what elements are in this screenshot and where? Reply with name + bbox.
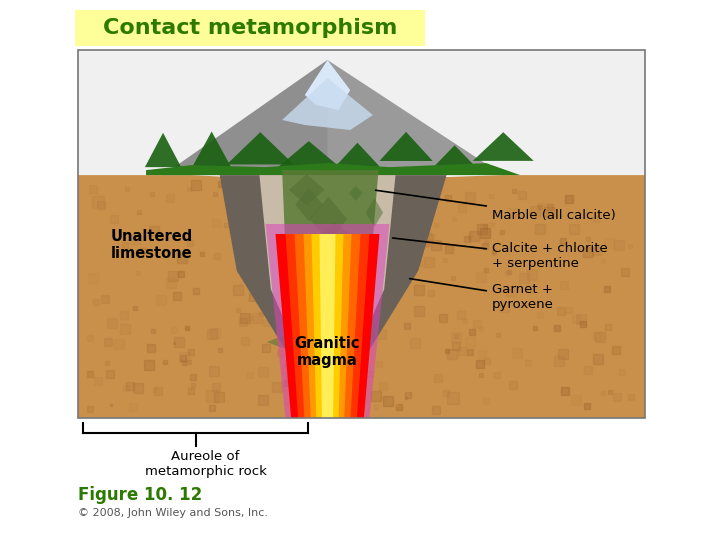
Polygon shape — [320, 221, 348, 247]
Polygon shape — [473, 132, 534, 161]
Polygon shape — [163, 60, 328, 175]
Polygon shape — [301, 284, 323, 319]
Polygon shape — [78, 50, 645, 175]
Bar — [78, 50, 645, 418]
Text: Garnet +
pyroxene: Garnet + pyroxene — [410, 279, 554, 310]
Polygon shape — [276, 234, 379, 418]
Polygon shape — [346, 314, 366, 339]
Polygon shape — [163, 60, 503, 175]
Polygon shape — [227, 132, 294, 165]
Polygon shape — [296, 301, 324, 322]
Polygon shape — [267, 335, 300, 348]
Polygon shape — [379, 132, 433, 161]
Text: Aureole of
metamorphic rock: Aureole of metamorphic rock — [145, 450, 266, 478]
Text: Granitic
magma: Granitic magma — [294, 335, 360, 368]
Polygon shape — [313, 335, 328, 374]
Polygon shape — [320, 262, 351, 279]
Text: Unaltered
limestone: Unaltered limestone — [111, 229, 193, 261]
Polygon shape — [312, 234, 343, 418]
Polygon shape — [310, 197, 347, 242]
Text: Marble (all calcite): Marble (all calcite) — [376, 190, 616, 222]
Polygon shape — [220, 175, 446, 418]
Text: Contact metamorphism: Contact metamorphism — [103, 18, 397, 38]
Polygon shape — [282, 78, 373, 130]
Polygon shape — [145, 133, 181, 167]
Polygon shape — [305, 60, 350, 110]
Polygon shape — [289, 174, 325, 205]
Polygon shape — [266, 224, 390, 418]
Polygon shape — [333, 249, 372, 278]
Polygon shape — [277, 141, 341, 167]
Polygon shape — [320, 234, 336, 418]
Polygon shape — [259, 175, 395, 418]
Text: Figure 10. 12: Figure 10. 12 — [78, 486, 202, 504]
Polygon shape — [329, 231, 366, 267]
Polygon shape — [366, 198, 383, 227]
Polygon shape — [312, 249, 333, 271]
Polygon shape — [78, 175, 645, 418]
Polygon shape — [289, 299, 305, 326]
FancyBboxPatch shape — [75, 10, 425, 46]
Polygon shape — [431, 145, 478, 170]
Polygon shape — [146, 163, 521, 175]
Polygon shape — [192, 132, 231, 167]
Polygon shape — [282, 170, 379, 418]
Polygon shape — [304, 234, 351, 418]
Polygon shape — [294, 234, 361, 418]
Polygon shape — [333, 143, 382, 168]
Polygon shape — [349, 186, 363, 201]
Polygon shape — [368, 318, 378, 345]
Polygon shape — [285, 234, 369, 418]
Text: © 2008, John Wiley and Sons, Inc.: © 2008, John Wiley and Sons, Inc. — [78, 508, 268, 518]
Text: Calcite + chlorite
+ serpentine: Calcite + chlorite + serpentine — [392, 238, 608, 270]
Polygon shape — [78, 50, 645, 418]
Polygon shape — [295, 188, 323, 221]
Polygon shape — [301, 333, 328, 371]
